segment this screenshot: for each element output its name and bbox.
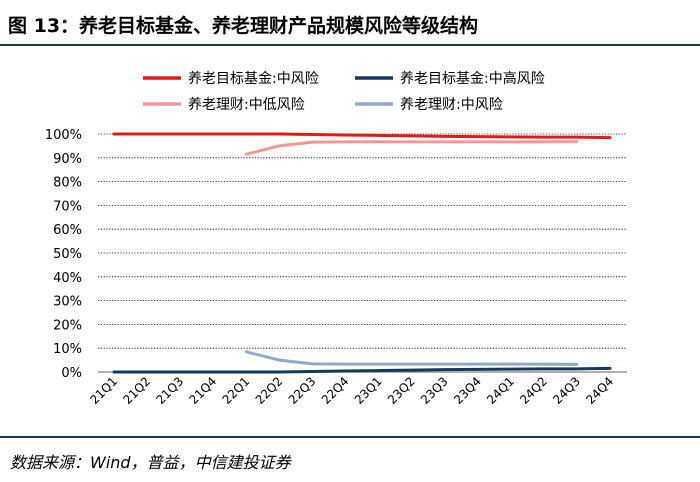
legend-label: 养老理财:中风险 <box>400 97 503 113</box>
x-tick-label: 24Q2 <box>517 374 550 407</box>
y-tick-label: 30% <box>53 295 82 310</box>
y-tick-label: 80% <box>53 176 82 191</box>
y-axis-tick-labels: 0% 10% 20% 30% 40% 50% 60% 70% 80% 90% 100% <box>45 128 82 381</box>
y-tick-label: 70% <box>53 199 82 214</box>
x-tick-label: 24Q3 <box>550 374 583 407</box>
x-tick-label: 23Q1 <box>352 374 385 407</box>
x-tick-label: 22Q3 <box>286 374 319 407</box>
series-lines <box>112 132 612 374</box>
source-note: 数据来源：Wind，普益，中信建投证券 <box>10 453 293 472</box>
x-axis-tick-labels: 21Q1 21Q2 21Q3 21Q4 22Q1 22Q2 22Q3 22Q4 23Q1 23Q2… <box>87 374 616 407</box>
series-line-3 <box>244 140 579 156</box>
y-tick-label: 20% <box>53 318 82 333</box>
y-tick-label: 60% <box>53 223 82 238</box>
y-tick-label: 10% <box>53 342 82 357</box>
x-tick-label: 21Q2 <box>120 374 153 407</box>
x-tick-label: 21Q3 <box>153 374 186 407</box>
y-tick-label: 100% <box>45 128 82 143</box>
figure-title: 图 13：养老目标基金、养老理财产品规模风险等级结构 <box>8 14 478 37</box>
x-tick-label: 24Q1 <box>484 374 517 407</box>
x-tick-label: 21Q1 <box>87 374 120 407</box>
y-tick-label: 50% <box>53 247 82 262</box>
y-tick-label: 40% <box>53 271 82 286</box>
legend-label: 养老目标基金:中高风险 <box>400 70 545 87</box>
series-line-1 <box>112 132 612 140</box>
legend-label: 养老理财:中低风险 <box>188 97 305 113</box>
x-tick-label: 22Q1 <box>220 374 253 407</box>
legend-label: 养老目标基金:中风险 <box>188 70 319 87</box>
x-tick-label: 21Q4 <box>187 374 220 407</box>
series-line-4 <box>244 350 579 366</box>
x-tick-label: 23Q4 <box>451 374 484 407</box>
y-tick-label: 90% <box>53 152 82 167</box>
gridlines <box>98 133 627 373</box>
x-tick-label: 23Q2 <box>385 374 418 407</box>
x-tick-label: 22Q4 <box>319 374 352 407</box>
series-line-2 <box>112 366 612 374</box>
x-tick-label: 23Q3 <box>418 374 451 407</box>
x-tick-label: 22Q2 <box>253 374 286 407</box>
y-tick-label: 0% <box>61 366 82 381</box>
x-tick-label: 24Q4 <box>583 374 616 407</box>
